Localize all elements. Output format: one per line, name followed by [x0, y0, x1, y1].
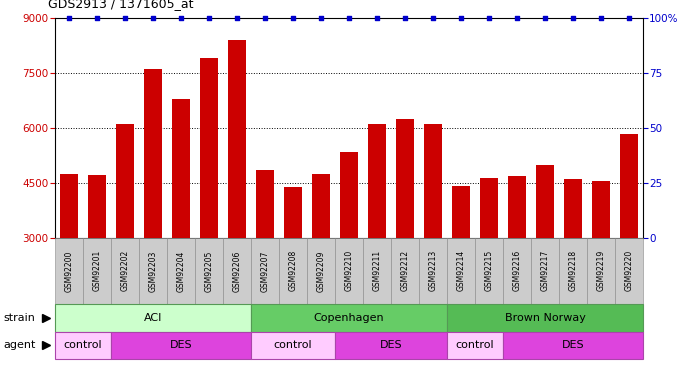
Bar: [228, 40, 246, 238]
Bar: [312, 174, 330, 238]
Point: [232, 15, 243, 21]
Text: GSM92206: GSM92206: [233, 250, 241, 291]
Bar: [424, 124, 442, 238]
Text: GSM92218: GSM92218: [568, 250, 578, 291]
Point: [92, 15, 102, 21]
Text: GSM92214: GSM92214: [456, 250, 466, 291]
Text: GSM92215: GSM92215: [485, 250, 494, 291]
Text: GSM92201: GSM92201: [92, 250, 102, 291]
Text: GSM92220: GSM92220: [624, 250, 633, 291]
Bar: [88, 175, 106, 238]
Bar: [620, 134, 638, 238]
Point: [315, 15, 326, 21]
Text: GSM92200: GSM92200: [64, 250, 73, 291]
Point: [260, 15, 271, 21]
Point: [203, 15, 214, 21]
Text: Brown Norway: Brown Norway: [504, 313, 585, 322]
Bar: [536, 165, 554, 238]
Point: [595, 15, 606, 21]
Bar: [284, 188, 302, 238]
Bar: [256, 170, 274, 238]
Text: DES: DES: [561, 340, 584, 350]
Text: GDS2913 / 1371605_at: GDS2913 / 1371605_at: [48, 0, 194, 10]
Bar: [60, 174, 78, 238]
Bar: [396, 119, 414, 238]
Bar: [200, 58, 218, 238]
Point: [64, 15, 75, 21]
Text: GSM92203: GSM92203: [148, 250, 157, 291]
Bar: [172, 99, 190, 238]
Text: GSM92208: GSM92208: [289, 250, 298, 291]
Text: control: control: [64, 340, 102, 350]
Text: ACI: ACI: [144, 313, 162, 322]
Text: GSM92211: GSM92211: [372, 250, 382, 291]
Bar: [116, 124, 134, 238]
Point: [176, 15, 186, 21]
Text: GSM92212: GSM92212: [401, 250, 410, 291]
Bar: [452, 186, 470, 238]
Text: GSM92207: GSM92207: [260, 250, 269, 291]
Point: [567, 15, 578, 21]
Bar: [340, 152, 358, 238]
Bar: [368, 124, 386, 238]
Point: [148, 15, 159, 21]
Bar: [144, 69, 162, 238]
Point: [540, 15, 551, 21]
Text: GSM92210: GSM92210: [344, 250, 353, 291]
Point: [372, 15, 382, 21]
Text: control: control: [274, 340, 313, 350]
Text: GSM92219: GSM92219: [597, 250, 605, 291]
Point: [399, 15, 410, 21]
Text: control: control: [456, 340, 494, 350]
Bar: [564, 179, 582, 238]
Text: GSM92216: GSM92216: [513, 250, 521, 291]
Point: [344, 15, 355, 21]
Text: Copenhagen: Copenhagen: [314, 313, 384, 322]
Text: GSM92213: GSM92213: [428, 250, 437, 291]
Bar: [480, 177, 498, 238]
Point: [483, 15, 494, 21]
Text: GSM92209: GSM92209: [317, 250, 325, 291]
Text: DES: DES: [380, 340, 402, 350]
Bar: [508, 176, 526, 238]
Text: GSM92205: GSM92205: [205, 250, 214, 291]
Text: GSM92202: GSM92202: [121, 250, 129, 291]
Point: [456, 15, 466, 21]
Point: [512, 15, 523, 21]
Text: strain: strain: [3, 313, 35, 322]
Point: [119, 15, 130, 21]
Point: [287, 15, 298, 21]
Text: agent: agent: [3, 340, 36, 350]
Text: GSM92217: GSM92217: [540, 250, 549, 291]
Text: GSM92204: GSM92204: [176, 250, 186, 291]
Bar: [592, 181, 610, 238]
Point: [624, 15, 635, 21]
Point: [428, 15, 439, 21]
Text: DES: DES: [170, 340, 193, 350]
